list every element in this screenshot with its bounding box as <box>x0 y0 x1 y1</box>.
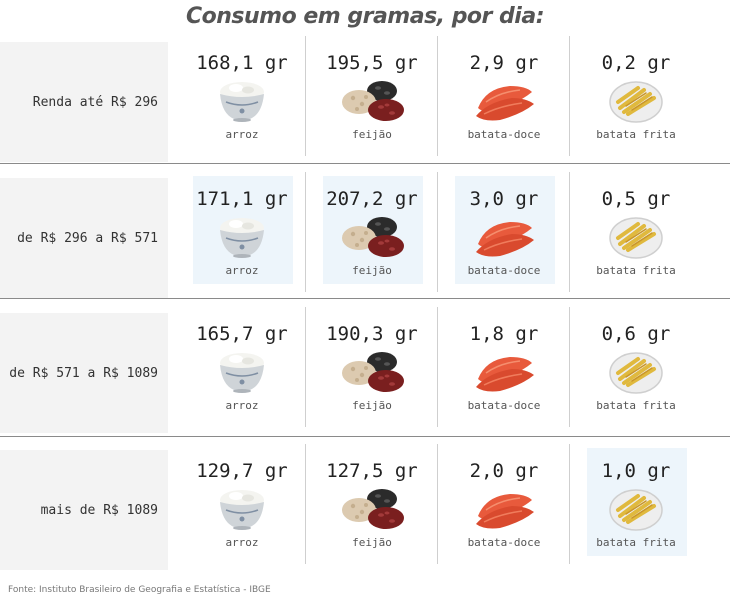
data-label: 190,3 gr <box>326 323 418 345</box>
french-fries-icon <box>596 78 676 124</box>
chart-title: Consumo em gramas, por dia: <box>185 4 545 29</box>
column-divider <box>437 172 438 292</box>
food-label: arroz <box>225 128 259 141</box>
column-divider <box>305 36 306 156</box>
beans-icon <box>332 486 412 532</box>
sweet-potato-icon <box>464 78 544 124</box>
row-divider <box>0 436 730 437</box>
food-label: batata frita <box>596 128 676 141</box>
sweet-potato-icon <box>464 486 544 532</box>
column-divider <box>569 307 570 427</box>
table-cell: 165,7 gr arroz <box>177 313 307 433</box>
data-label: 0,2 gr <box>601 52 671 74</box>
column-divider <box>437 444 438 564</box>
rice-bowl-icon <box>202 78 282 124</box>
column-divider <box>437 307 438 427</box>
food-label: feijão <box>352 264 392 277</box>
table-cell: 0,5 gr batata frita <box>571 178 701 298</box>
food-label: batata-doce <box>467 264 541 277</box>
sweet-potato-icon <box>464 349 544 395</box>
sweet-potato-icon <box>464 214 544 260</box>
food-label: feijão <box>352 399 392 412</box>
food-label: arroz <box>225 264 259 277</box>
table-row: mais de R$ 1089 129,7 gr arroz 127,5 gr feij… <box>0 444 730 570</box>
row-label: mais de R$ 1089 <box>0 450 168 570</box>
data-label: 2,9 gr <box>469 52 539 74</box>
column-divider <box>305 172 306 292</box>
table-cell: 195,5 gr feijão <box>307 42 437 162</box>
beans-icon <box>332 78 412 124</box>
table-cell: 1,0 gr batata frita <box>571 448 701 570</box>
row-label: de R$ 296 a R$ 571 <box>0 178 168 298</box>
table-cell: 190,3 gr feijão <box>307 313 437 433</box>
rice-bowl-icon <box>202 214 282 260</box>
food-label: batata frita <box>596 536 676 549</box>
food-label: batata frita <box>596 399 676 412</box>
table-cell: 2,9 gr batata-doce <box>439 42 569 162</box>
food-label: batata-doce <box>467 399 541 412</box>
row-label: de R$ 571 a R$ 1089 <box>0 313 168 433</box>
column-divider <box>569 36 570 156</box>
french-fries-icon <box>596 349 676 395</box>
table-cell: 0,2 gr batata frita <box>571 42 701 162</box>
row-divider <box>0 163 730 164</box>
data-label: 0,6 gr <box>601 323 671 345</box>
data-label: 127,5 gr <box>326 460 418 482</box>
data-label: 207,2 gr <box>326 188 418 210</box>
food-label: batata-doce <box>467 536 541 549</box>
row-label: Renda até R$ 296 <box>0 42 168 162</box>
food-label: batata-doce <box>467 128 541 141</box>
data-label: 165,7 gr <box>196 323 288 345</box>
beans-icon <box>332 349 412 395</box>
column-divider <box>305 307 306 427</box>
table-cell: 127,5 gr feijão <box>307 450 437 570</box>
data-label: 171,1 gr <box>196 188 288 210</box>
data-label: 168,1 gr <box>196 52 288 74</box>
table-cell: 171,1 gr arroz <box>177 176 307 298</box>
rice-bowl-icon <box>202 349 282 395</box>
food-label: feijão <box>352 536 392 549</box>
food-label: arroz <box>225 399 259 412</box>
french-fries-icon <box>596 214 676 260</box>
food-label: feijão <box>352 128 392 141</box>
column-divider <box>569 172 570 292</box>
table-cell: 207,2 gr feijão <box>307 176 437 298</box>
table-row: de R$ 571 a R$ 1089 165,7 gr arroz 190,3 gr… <box>0 307 730 433</box>
table-cell: 168,1 gr arroz <box>177 42 307 162</box>
column-divider <box>437 36 438 156</box>
data-label: 1,8 gr <box>469 323 539 345</box>
food-label: batata frita <box>596 264 676 277</box>
data-label: 195,5 gr <box>326 52 418 74</box>
table-row: de R$ 296 a R$ 571 171,1 gr arroz 207,2 gr f… <box>0 172 730 298</box>
data-label: 1,0 gr <box>601 460 671 482</box>
data-label: 3,0 gr <box>469 188 539 210</box>
data-label: 2,0 gr <box>469 460 539 482</box>
beans-icon <box>332 214 412 260</box>
table-cell: 2,0 gr batata-doce <box>439 450 569 570</box>
table-cell: 1,8 gr batata-doce <box>439 313 569 433</box>
column-divider <box>305 444 306 564</box>
data-label: 0,5 gr <box>601 188 671 210</box>
table-cell: 3,0 gr batata-doce <box>439 176 569 298</box>
food-label: arroz <box>225 536 259 549</box>
source-note: Fonte: Instituto Brasileiro de Geografia… <box>8 585 271 595</box>
french-fries-icon <box>596 486 676 532</box>
table-cell: 0,6 gr batata frita <box>571 313 701 433</box>
table-row: Renda até R$ 296 168,1 gr arroz 195,5 gr fei… <box>0 36 730 162</box>
table-cell: 129,7 gr arroz <box>177 450 307 570</box>
column-divider <box>569 444 570 564</box>
rice-bowl-icon <box>202 486 282 532</box>
row-divider <box>0 298 730 299</box>
data-label: 129,7 gr <box>196 460 288 482</box>
